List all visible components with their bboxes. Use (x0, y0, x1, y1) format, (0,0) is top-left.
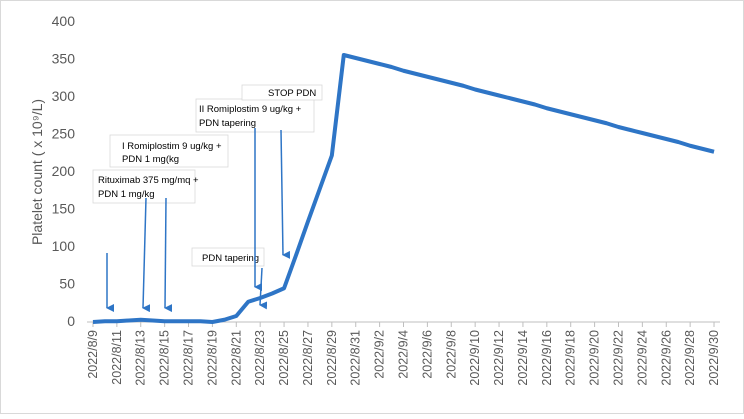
annotation-text: STOP PDN (268, 88, 316, 99)
x-tick-label: 2022/8/27 (301, 330, 315, 386)
x-tick-label: 2022/9/20 (588, 330, 602, 386)
y-tick-label: 350 (52, 51, 76, 67)
x-tick-label: 2022/8/19 (205, 330, 219, 386)
x-tick-label: 2022/9/26 (659, 330, 673, 386)
y-tick-label: 250 (52, 126, 76, 142)
annotation-box (92, 169, 196, 204)
x-tick-label: 2022/8/31 (349, 330, 363, 386)
arrow (142, 197, 151, 313)
x-tick-label: 2022/8/11 (110, 330, 124, 385)
annotation-text: PDN tapering (199, 118, 256, 129)
x-tick-label: 2022/9/6 (420, 330, 434, 379)
annotation-box (241, 84, 323, 101)
line (92, 53, 715, 324)
x-tick-label: 2022/9/18 (564, 330, 578, 386)
x-tick-label: 2022/8/25 (277, 330, 291, 386)
annotation-box (109, 134, 229, 168)
annotation-text: II Romiplostim 9 ug/kg + (199, 104, 302, 115)
y-tick-label: 300 (52, 88, 76, 104)
x-tick-label: 2022/9/8 (444, 330, 458, 379)
x-tick-label: 2022/9/16 (540, 330, 554, 386)
y-tick-label: 400 (52, 13, 76, 29)
x-tick-label: 2022/8/13 (134, 330, 148, 386)
x-tick-label: 2022/9/28 (683, 330, 697, 386)
y-axis-label: Platelet count ( x 10⁹/L) (29, 99, 45, 245)
x-tick-label: 2022/8/21 (229, 330, 243, 386)
annotation-text: Rituximab 375 mg/mq + (98, 175, 199, 186)
x-tick-label: 2022/8/15 (158, 330, 172, 386)
x-tick-label: 2022/9/24 (635, 330, 649, 386)
x-tick-label: 2022/8/17 (182, 330, 196, 386)
annotation-box (195, 98, 315, 133)
y-tick-label: 50 (59, 276, 75, 292)
y-tick-label: 150 (52, 201, 76, 217)
arrow (164, 197, 173, 313)
annotation-text: I Romiplostim 9 ug/kg + (122, 141, 222, 152)
annotations: Rituximab 375 mg/mq + PDN 1 mg/kg I Romi… (92, 84, 323, 313)
annotation-text: PDN 1 mg(kg (122, 154, 179, 165)
y-tick-label: 0 (67, 313, 75, 329)
x-tick-label: 2022/9/2 (373, 330, 387, 379)
y-tick-label: 100 (52, 238, 76, 254)
annotation-text: PDN 1 mg/kg (98, 189, 155, 200)
x-tick-label: 2022/9/30 (707, 330, 721, 386)
annotation-text: PDN tapering (202, 253, 259, 264)
x-tick-label: 2022/9/12 (492, 330, 506, 386)
x-tick-label: 2022/8/29 (325, 330, 339, 386)
x-tick-label: 2022/8/9 (86, 330, 100, 379)
y-tick-label: 200 (52, 163, 76, 179)
x-tick-label: 2022/9/4 (397, 330, 411, 379)
arrow (280, 129, 291, 259)
x-tick-label: 2022/9/10 (468, 330, 482, 386)
x-tick-label: 2022/9/14 (516, 330, 530, 386)
x-tick-label: 2022/9/22 (611, 330, 625, 386)
annotation-box (191, 247, 265, 267)
x-tick-label: 2022/8/23 (253, 330, 267, 386)
